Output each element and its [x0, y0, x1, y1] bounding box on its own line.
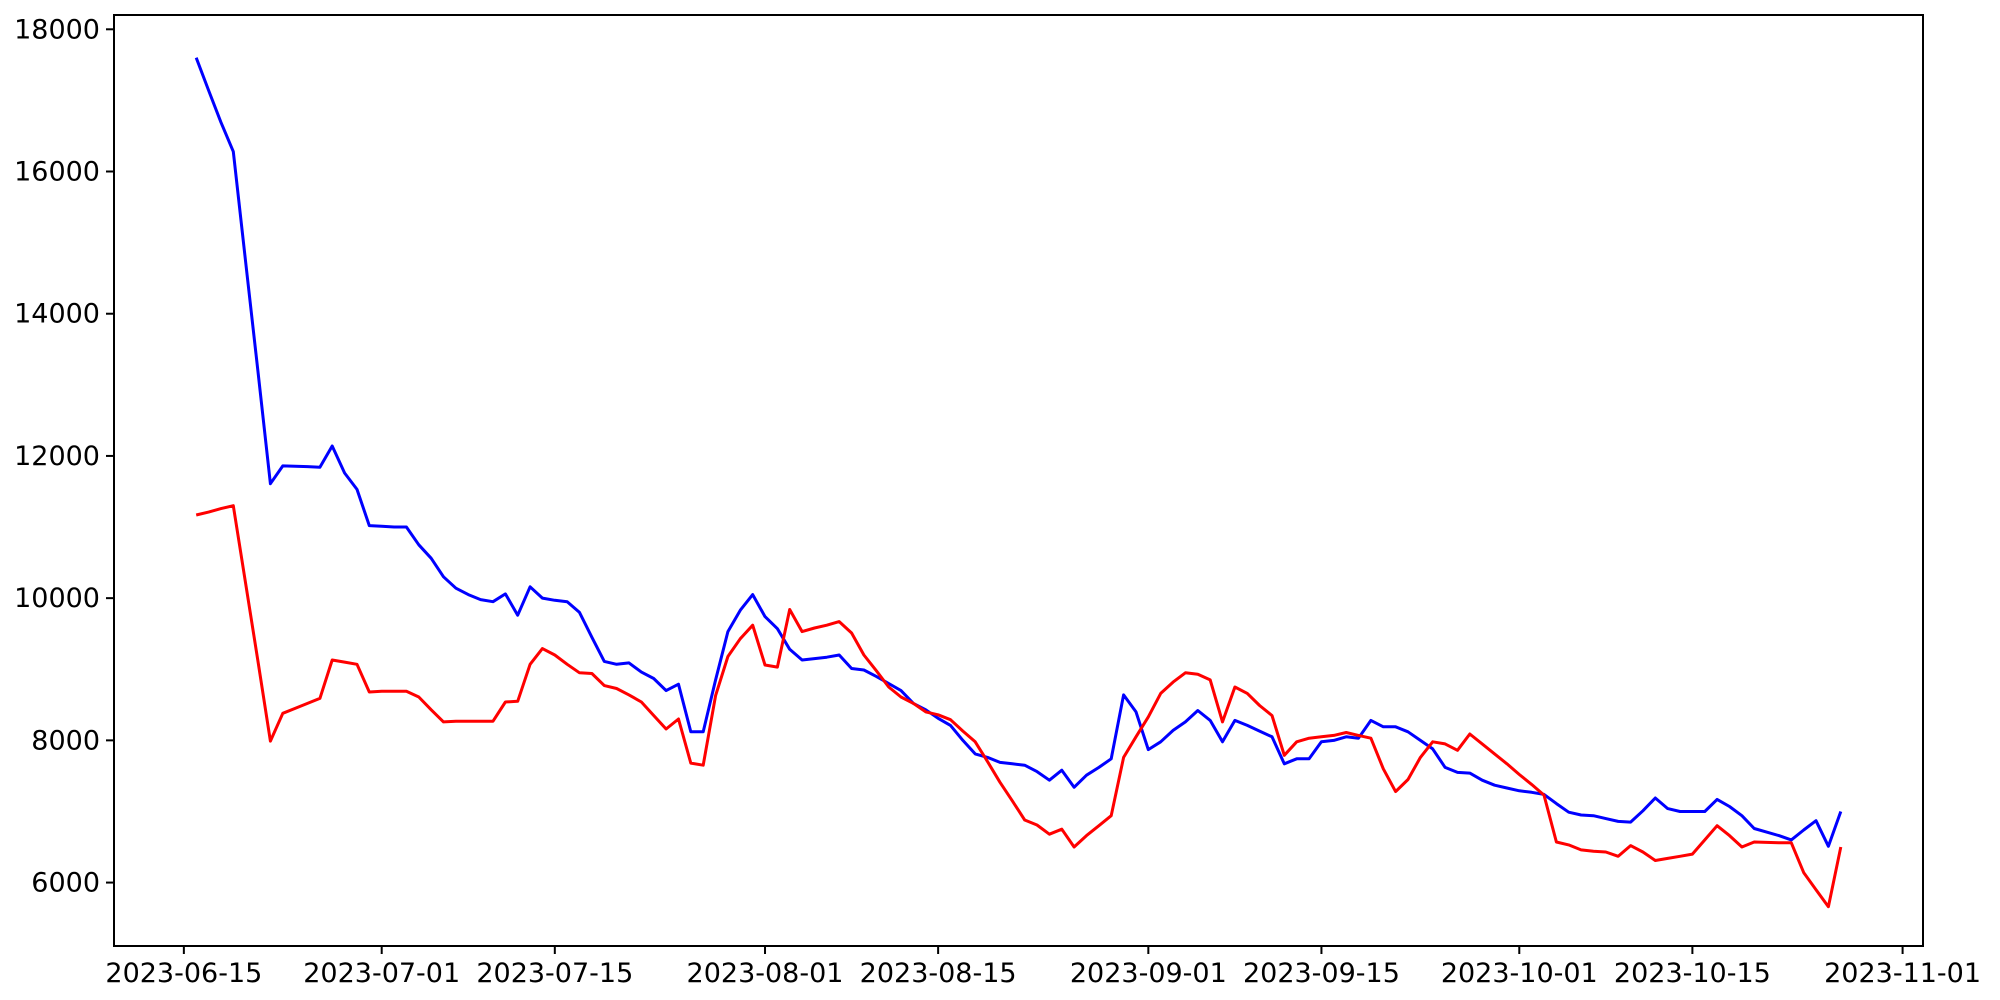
- y-tick-label: 12000: [14, 441, 100, 472]
- axes-spines: [113, 14, 1924, 947]
- x-tick-label: 2023-08-01: [687, 958, 844, 989]
- x-tick-label: 2023-06-15: [105, 958, 262, 989]
- y-tick-label: 14000: [14, 299, 100, 330]
- y-tick-label: 16000: [14, 157, 100, 188]
- y-tick-label: 6000: [31, 868, 100, 899]
- x-tick-label: 2023-07-15: [476, 958, 633, 989]
- x-tick-label: 2023-08-15: [860, 958, 1017, 989]
- y-tick-label: 18000: [14, 14, 100, 45]
- x-tick-label: 2023-09-15: [1243, 958, 1400, 989]
- blue-series-line: [194, 57, 1843, 848]
- x-tick-label: 2023-11-01: [1824, 958, 1981, 989]
- x-tick-label: 2023-09-01: [1070, 958, 1227, 989]
- x-tick-label: 2023-07-01: [303, 958, 460, 989]
- y-tick-label: 10000: [14, 583, 100, 614]
- red-series-line: [195, 504, 1843, 909]
- x-tick-label: 2023-10-01: [1441, 958, 1598, 989]
- y-tick-label: 8000: [31, 725, 100, 756]
- x-tick-label: 2023-10-15: [1614, 958, 1771, 989]
